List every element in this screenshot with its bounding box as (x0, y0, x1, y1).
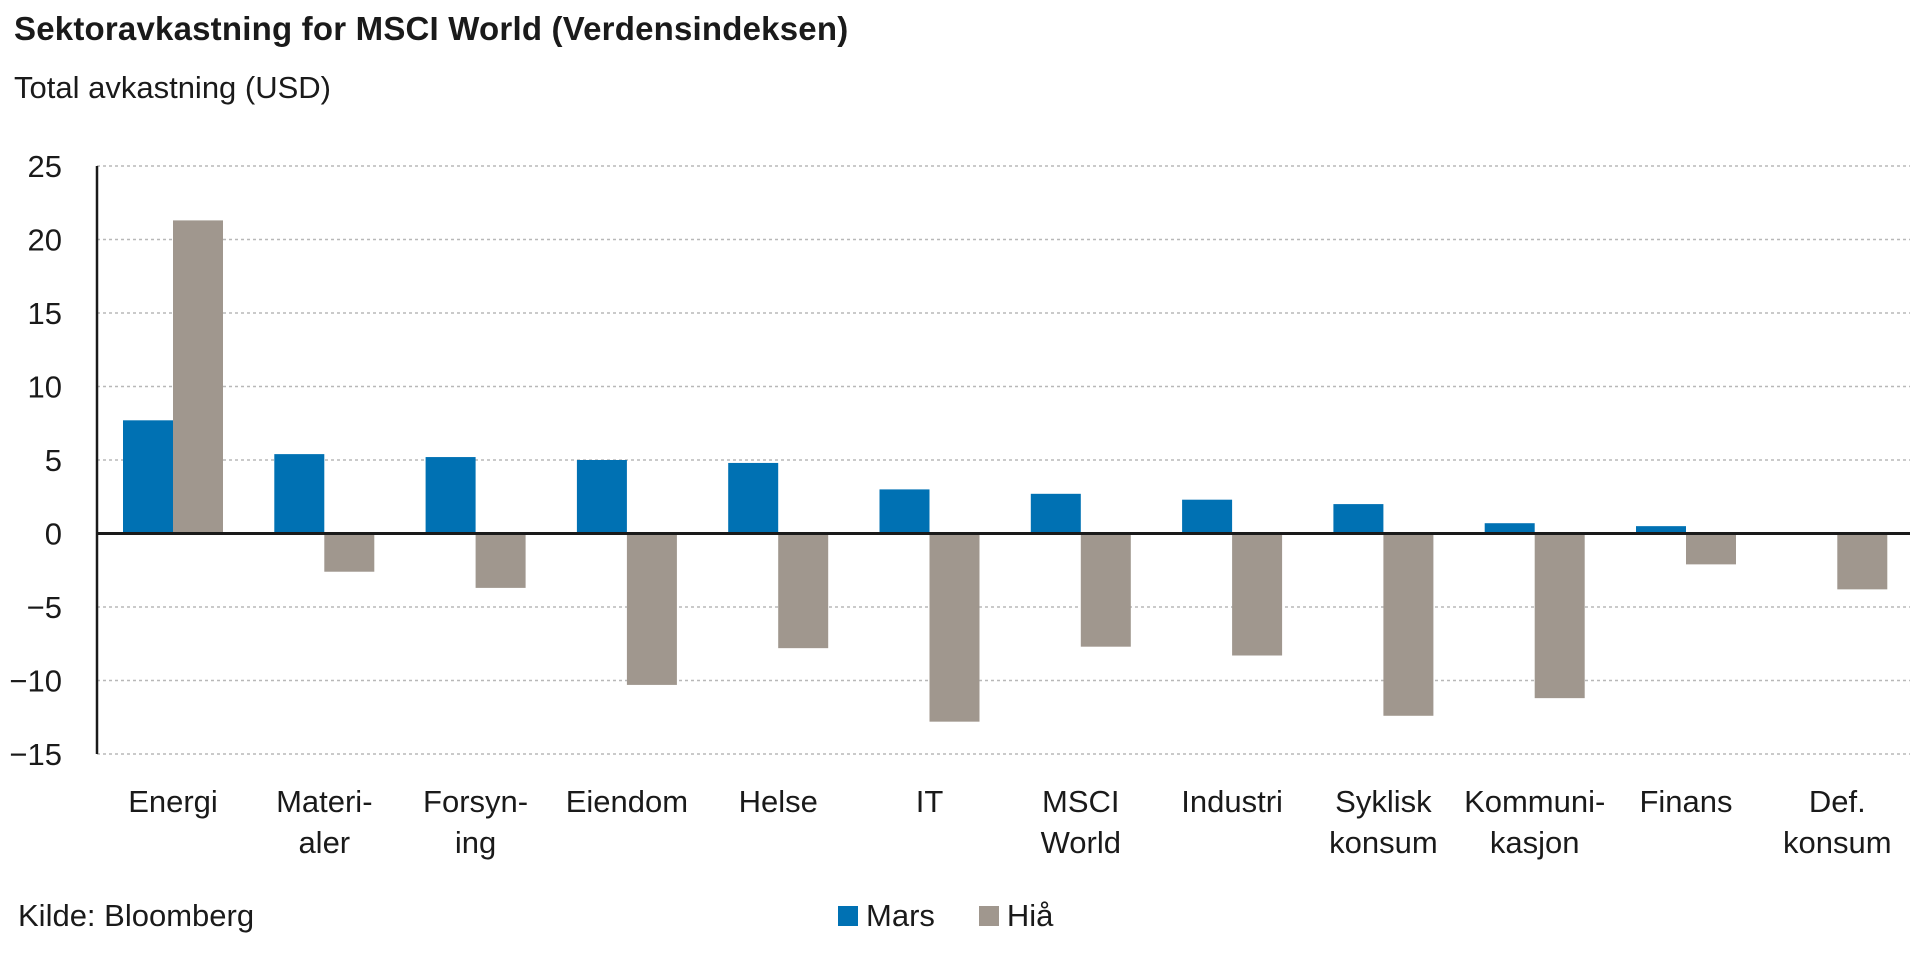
chart-subtitle: Total avkastning (USD) (14, 70, 332, 105)
bar-hia (929, 533, 980, 722)
y-tick-label: 20 (28, 223, 62, 258)
y-tick-label: 10 (28, 370, 62, 405)
legend-label-mars: Mars (866, 898, 935, 933)
bar-mars (879, 489, 930, 534)
legend: Mars Hiå (838, 898, 1097, 934)
bar-hia (778, 533, 829, 649)
bar-hia (626, 533, 677, 685)
gridlines (97, 165, 1910, 755)
bar-mars (576, 460, 627, 534)
bar-hia (1686, 533, 1736, 565)
bar-mars (123, 420, 173, 534)
y-tick-label: 0 (45, 517, 62, 552)
category-label: IT (916, 784, 944, 819)
legend-swatch-mars (838, 906, 858, 926)
category-label: Syklisk konsum (1329, 784, 1438, 860)
source-note: Kilde: Bloomberg (18, 898, 255, 933)
category-label: Industri (1181, 784, 1283, 819)
bar-mars (274, 454, 325, 534)
bar-hia (1232, 533, 1283, 656)
legend-item-mars: Mars (838, 898, 935, 934)
chart-title: Sektoravkastning for MSCI World (Verdens… (14, 10, 849, 47)
axes (95, 166, 1910, 754)
bar-mars (1182, 499, 1233, 534)
category-label: Finans (1639, 784, 1732, 819)
bars (123, 220, 1888, 722)
y-tick-label: 25 (28, 149, 62, 184)
y-tick-label: −15 (9, 737, 62, 772)
y-tick-label: −10 (9, 664, 62, 699)
category-label: Energi (128, 784, 218, 819)
bar-hia (1837, 533, 1888, 590)
bar-mars (1030, 493, 1081, 534)
bar-hia (1080, 533, 1131, 647)
legend-swatch-hia (978, 906, 999, 926)
bar-mars (1636, 526, 1686, 534)
bar-mars (1484, 523, 1535, 534)
bar-hia (475, 533, 526, 588)
category-labels: Energi Materi-aler Forsyn-ing Eiendom Helse I… (128, 784, 1891, 860)
bar-hia (1383, 533, 1434, 716)
legend-label-hia: Hiå (1006, 898, 1054, 933)
bar-mars (728, 462, 779, 534)
y-tick-labels: 25 20 15 10 5 0 −5 −10 −15 (9, 149, 62, 772)
bar-mars (1333, 504, 1384, 534)
category-label: Forsyn-ing (423, 784, 528, 860)
category-label: Materi-aler (276, 784, 372, 860)
bar-hia (1534, 533, 1585, 699)
category-label: Eiendom (566, 784, 688, 819)
bar-hia (173, 220, 223, 534)
y-tick-label: 15 (28, 296, 62, 331)
category-label: MSCI World (1041, 784, 1121, 860)
legend-item-hia: Hiå (978, 898, 1054, 934)
y-tick-label: −5 (27, 590, 62, 625)
category-label: Helse (739, 784, 818, 819)
bar-hia (324, 533, 375, 572)
y-tick-label: 5 (45, 443, 62, 478)
bar-mars (425, 457, 476, 534)
category-label: Def. konsum (1783, 784, 1892, 860)
category-label: Kommuni-kasjon (1464, 784, 1605, 860)
